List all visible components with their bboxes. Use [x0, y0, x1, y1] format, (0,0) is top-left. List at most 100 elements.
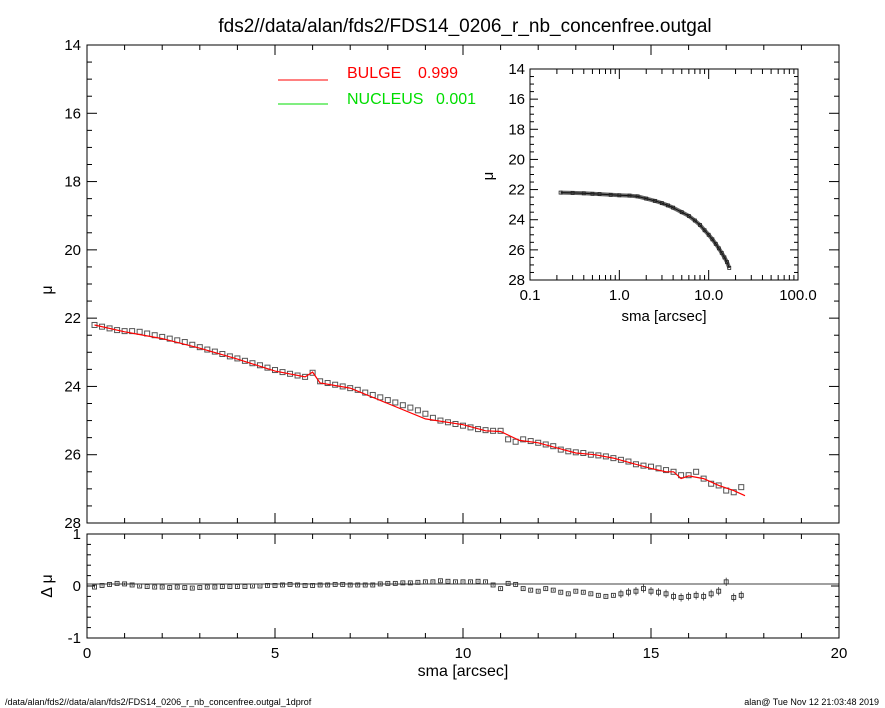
residual-y-tick-label: 0 [73, 578, 81, 595]
inset-y-tick-label: 22 [508, 182, 525, 199]
residual-data-point [310, 583, 316, 588]
page-title: fds2//data/alan/fds2/FDS14_0206_r_nb_con… [218, 16, 711, 37]
residual-data-point [422, 579, 428, 585]
residual-data-point [370, 582, 376, 588]
residual-data-point [460, 579, 466, 585]
residual-data-point [671, 593, 677, 599]
main-data-point [392, 399, 399, 406]
residual-data-point [99, 583, 105, 588]
main-data-point [362, 389, 369, 396]
main-y-tick-label: 16 [64, 105, 81, 122]
residual-data-point [122, 581, 128, 587]
inset-x-axis-label: sma [arcsec] [621, 308, 706, 325]
inset-data-point [679, 210, 684, 215]
residual-data-point [144, 584, 150, 589]
inset-data-point [652, 198, 657, 203]
inset-data-point [702, 228, 707, 233]
residual-data-point [633, 588, 639, 594]
main-data-point [136, 328, 143, 335]
main-data-point [678, 472, 685, 479]
residual-data-point [219, 584, 225, 589]
residual-data-point [468, 579, 473, 585]
residual-data-point [453, 579, 458, 585]
main-data-point [685, 472, 692, 479]
inset-data-point [710, 237, 715, 242]
bulge-model-line [94, 324, 746, 497]
residual-x-tick-label: 0 [83, 645, 91, 662]
legend-nucleus-label: NUCLEUS [347, 91, 423, 108]
residual-data-point [340, 581, 346, 587]
inset-y-tick-label: 14 [508, 61, 525, 78]
main-data-point [738, 484, 745, 491]
residual-data-point [189, 585, 195, 591]
main-data-point [693, 468, 700, 475]
residual-data-point [483, 579, 489, 585]
inset-y-tick-label: 18 [508, 121, 525, 138]
inset-data-point [581, 191, 586, 196]
residual-data-point [227, 584, 233, 589]
residual-x-tick-label: 10 [455, 645, 472, 662]
inset-data-point [727, 266, 732, 270]
residual-data-point [701, 593, 707, 599]
residual-data-point [137, 583, 143, 589]
residual-data-point [272, 583, 278, 588]
inset-y-tick-label: 16 [508, 91, 525, 108]
residual-data-point [625, 589, 631, 595]
residual-data-point [355, 582, 361, 588]
residual-data-point [280, 582, 285, 588]
residual-data-point [610, 592, 616, 598]
residual-data-point [392, 580, 398, 586]
inset-data-point [716, 246, 721, 251]
inset-y-tick-label: 26 [508, 242, 525, 259]
residual-data-point [580, 589, 586, 595]
main-plot: 14 16 18 20 22 24 26 28 μ BULGE 0.999 NUCLEUS 0… [39, 37, 840, 532]
inset-data-point [719, 250, 724, 255]
legend-nucleus-value: 0.001 [436, 91, 476, 108]
residual-data-point [656, 589, 661, 595]
residual-data-point [445, 578, 451, 584]
residual-data-point [92, 584, 97, 590]
inset-data-point [617, 193, 622, 198]
main-data-point [632, 461, 639, 468]
main-y-tick-label: 14 [64, 37, 81, 54]
residual-data-point [595, 592, 601, 598]
inset-data-point [558, 190, 563, 195]
inset-x-tick-label: 0.1 [520, 287, 541, 304]
residual-data-point [618, 591, 624, 597]
residual-data-point [407, 580, 413, 586]
inset-data-point [627, 193, 632, 198]
residual-x-tick-label: 20 [831, 645, 848, 662]
residual-x-tick-label: 15 [643, 645, 660, 662]
main-data-point [414, 407, 421, 414]
main-data-point [715, 482, 722, 489]
inset-data-point [725, 260, 729, 264]
inset-data-point [570, 190, 575, 195]
footer-file-path: /data/alan/fds2//data/alan/fds2/FDS14_02… [5, 697, 312, 707]
main-y-tick-label: 28 [64, 515, 81, 532]
footer-user-timestamp: alan@ Tue Nov 12 21:03:48 2019 [744, 697, 879, 707]
residual-data-point [385, 580, 391, 586]
residual-y-tick-label: 1 [73, 526, 81, 543]
inset-data-point [713, 241, 718, 246]
residual-data-point [543, 586, 549, 592]
main-data-point [159, 333, 166, 340]
residual-data-point [716, 588, 722, 594]
main-data-point [384, 397, 391, 404]
residual-y-axis-label: Δ μ [39, 574, 56, 597]
residual-data-point [182, 585, 188, 591]
inset-plot-frame [529, 68, 799, 281]
residual-data-point [242, 584, 248, 589]
residual-data-point [362, 582, 368, 588]
inset-data-point [635, 194, 640, 199]
main-data-point [648, 463, 654, 470]
residual-data-point [565, 591, 571, 597]
residual-data-point [317, 582, 323, 588]
inset-data-point [660, 201, 664, 206]
main-y-axis-label: μ [39, 285, 56, 294]
main-data-point [407, 404, 414, 411]
residual-x-tick-label: 5 [271, 645, 279, 662]
residual-data-point [558, 589, 564, 595]
residual-data-point [167, 585, 173, 591]
residual-data-point [686, 593, 692, 599]
